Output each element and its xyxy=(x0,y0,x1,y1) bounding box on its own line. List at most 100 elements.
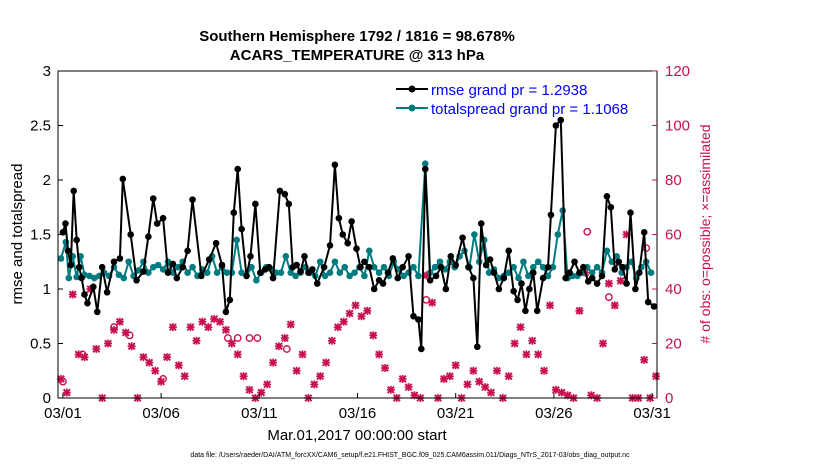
rmse-point xyxy=(222,308,230,316)
totalspread-point xyxy=(86,272,93,280)
totalspread-point xyxy=(73,273,80,281)
rmse-point xyxy=(482,261,490,269)
totalspread-point xyxy=(544,272,552,280)
rmse-point xyxy=(539,274,547,282)
obs-assimilated-marker xyxy=(216,317,225,326)
obs-assimilated-marker xyxy=(475,377,484,386)
totalspread-point xyxy=(145,269,152,276)
rmse-point xyxy=(339,231,347,238)
obs-assimilated-marker xyxy=(398,374,407,383)
obs-assimilated-marker xyxy=(198,317,207,326)
rmse-point xyxy=(418,345,425,353)
obs-assimilated-marker xyxy=(62,388,71,397)
rmse-point xyxy=(552,122,560,129)
rmse-point xyxy=(140,268,147,275)
totalspread-point xyxy=(287,269,295,276)
x-axis-label: Mar.01,2017 00:00:00 start xyxy=(267,427,447,444)
obs-assimilated-marker xyxy=(233,350,242,359)
rmse-point xyxy=(510,287,517,295)
rmse-point xyxy=(309,266,316,273)
right-y-axis-label: # of obs: o=possible; ×=assimilated xyxy=(697,124,713,343)
rmse-point xyxy=(522,307,529,315)
obs-assimilated-marker xyxy=(221,325,230,334)
rmse-point xyxy=(348,218,355,225)
rmse-point xyxy=(84,299,91,307)
obs-assimilated-marker xyxy=(386,385,395,394)
totalspread-point xyxy=(529,263,537,271)
rmse-point xyxy=(145,233,152,240)
obs-possible-marker xyxy=(59,377,67,386)
rmse-point xyxy=(547,211,555,219)
rmse-point xyxy=(544,263,552,271)
y-tick-label: 2.5 xyxy=(30,118,51,135)
obs-assimilated-marker xyxy=(298,350,307,359)
obs-possible-marker xyxy=(245,334,254,342)
rmse-point xyxy=(442,285,450,293)
totalspread-point xyxy=(515,274,522,282)
y-tick-label: 0 xyxy=(43,390,51,407)
obs-assimilated-marker xyxy=(445,372,454,381)
rmse-point xyxy=(301,252,308,260)
x-tick-label: 03/16 xyxy=(339,405,377,422)
rmse-point xyxy=(571,258,578,266)
obs-possible-marker xyxy=(223,334,232,342)
y-right-tick-label: 0 xyxy=(665,390,673,407)
obs-assimilated-marker xyxy=(68,290,77,299)
obs-assimilated-marker xyxy=(239,372,248,381)
rmse-point xyxy=(632,285,639,293)
obs-assimilated-marker xyxy=(522,350,531,359)
obs-assimilated-marker xyxy=(380,364,389,373)
rmse-point xyxy=(415,316,422,323)
rmse-point xyxy=(576,269,583,276)
obs-assimilated-marker xyxy=(463,380,472,389)
rmse-point xyxy=(650,303,658,310)
rmse-point xyxy=(331,161,339,169)
obs-assimilated-marker xyxy=(487,388,496,397)
totalspread-point xyxy=(415,272,422,280)
footnote: data file: /Users/raeder/DAI/ATM_forcXX/… xyxy=(190,452,630,459)
totalspread-point xyxy=(238,269,245,276)
obs-possible-marker xyxy=(233,334,242,342)
rmse-point xyxy=(432,272,440,280)
totalspread-point xyxy=(154,261,162,269)
rmse-point xyxy=(326,242,334,249)
rmse-point xyxy=(588,274,596,282)
x-tick-label: 03/31 xyxy=(633,405,671,422)
rmse-point xyxy=(514,296,521,304)
rmse-point xyxy=(384,269,392,276)
rmse-point xyxy=(281,190,289,198)
rmse-point xyxy=(256,269,264,276)
rmse-point xyxy=(119,175,127,183)
y-right-tick-label: 20 xyxy=(665,336,682,353)
rmse-point xyxy=(276,187,284,195)
obs-assimilated-marker xyxy=(357,312,366,321)
rmse-point xyxy=(98,263,106,271)
chart-title-line2: ACARS_TEMPERATURE @ 313 hPa xyxy=(230,47,485,64)
obs-assimilated-marker xyxy=(145,358,154,367)
totalspread-point xyxy=(189,263,196,271)
obs-assimilated-marker xyxy=(516,323,525,332)
rmse-point xyxy=(623,280,630,287)
totalspread-point xyxy=(253,276,260,284)
obs-assimilated-marker xyxy=(451,361,460,370)
totalspread-point xyxy=(431,263,439,271)
rmse-point xyxy=(353,245,360,252)
rmse-point xyxy=(73,236,80,244)
rmse-point xyxy=(370,285,378,293)
obs-assimilated-marker xyxy=(469,366,478,375)
rmse-point xyxy=(64,247,72,255)
rmse-point xyxy=(81,291,88,298)
totalspread-point xyxy=(203,269,211,276)
totalspread-point xyxy=(593,263,601,271)
rmse-point xyxy=(566,269,573,276)
obs-assimilated-marker xyxy=(257,388,266,397)
rmse-point xyxy=(486,256,494,263)
totalspread-point xyxy=(549,263,557,271)
obs-assimilated-marker xyxy=(327,336,336,345)
series-layer xyxy=(57,116,658,353)
totalspread-point xyxy=(341,263,349,271)
rmse-point xyxy=(437,263,445,271)
obs-assimilated-marker xyxy=(280,334,289,343)
rmse-point xyxy=(399,263,406,271)
